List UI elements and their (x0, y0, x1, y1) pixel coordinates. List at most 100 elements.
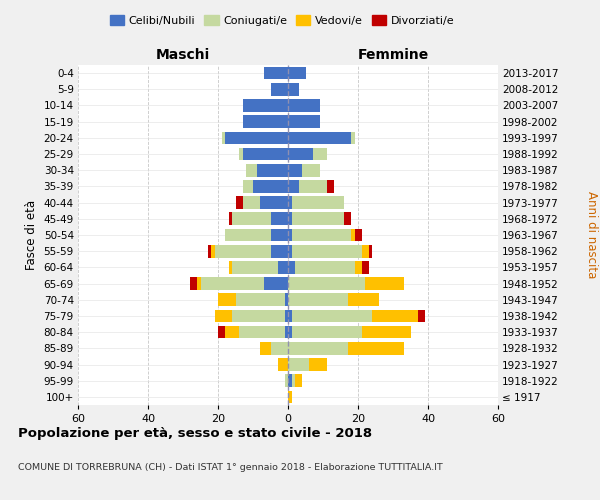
Bar (277, 358, 288, 371)
Bar (242, 116, 288, 128)
Bar (242, 99, 288, 112)
Text: COMUNE DI TORREBRUNA (CH) - Dati ISTAT 1° gennaio 2018 - Elaborazione TUTTITALIA: COMUNE DI TORREBRUNA (CH) - Dati ISTAT 1… (18, 462, 443, 471)
Bar (288, 99, 320, 112)
Bar (288, 310, 292, 322)
Bar (284, 310, 288, 322)
Bar (225, 132, 288, 144)
Bar (218, 294, 235, 306)
Bar (295, 261, 355, 274)
Bar (313, 148, 326, 160)
Bar (215, 245, 271, 258)
Bar (225, 228, 271, 241)
Bar (271, 245, 288, 258)
Bar (368, 245, 372, 258)
Bar (235, 196, 242, 209)
Bar (288, 83, 299, 96)
Bar (365, 278, 404, 290)
Bar (344, 212, 351, 225)
Bar (288, 116, 320, 128)
Bar (284, 326, 288, 338)
Bar (263, 67, 288, 80)
Text: Popolazione per età, sesso e stato civile - 2018: Popolazione per età, sesso e stato civil… (18, 428, 372, 440)
Bar (229, 212, 232, 225)
Bar (288, 278, 365, 290)
Bar (292, 310, 372, 322)
Bar (232, 261, 277, 274)
Bar (235, 294, 284, 306)
Bar (271, 228, 288, 241)
Bar (292, 326, 361, 338)
Bar (299, 180, 326, 192)
Bar (288, 212, 292, 225)
Text: Maschi: Maschi (156, 48, 210, 62)
Bar (208, 245, 211, 258)
Bar (271, 83, 288, 96)
Legend: Celibi/Nubili, Coniugati/e, Vedovi/e, Divorziati/e: Celibi/Nubili, Coniugati/e, Vedovi/e, Di… (106, 10, 458, 30)
Bar (351, 132, 355, 144)
Bar (288, 374, 292, 387)
Bar (288, 342, 347, 354)
Bar (242, 148, 288, 160)
Bar (288, 164, 302, 176)
Bar (292, 374, 295, 387)
Text: Anni di nascita: Anni di nascita (584, 192, 598, 278)
Bar (418, 310, 425, 322)
Bar (288, 390, 292, 403)
Bar (288, 358, 309, 371)
Bar (239, 148, 242, 160)
Bar (257, 164, 288, 176)
Bar (288, 67, 305, 80)
Bar (232, 310, 284, 322)
Bar (292, 212, 344, 225)
Bar (215, 310, 232, 322)
Bar (295, 374, 302, 387)
Bar (288, 180, 299, 192)
Bar (284, 294, 288, 306)
Bar (372, 310, 418, 322)
Bar (288, 148, 313, 160)
Bar (292, 228, 351, 241)
Bar (361, 261, 368, 274)
Bar (288, 294, 347, 306)
Bar (197, 278, 200, 290)
Bar (288, 326, 292, 338)
Bar (218, 326, 225, 338)
Bar (309, 358, 326, 371)
Bar (239, 326, 284, 338)
Bar (351, 228, 355, 241)
Bar (242, 196, 260, 209)
Bar (347, 294, 379, 306)
Bar (260, 342, 271, 354)
Bar (253, 180, 288, 192)
Bar (284, 374, 288, 387)
Bar (347, 342, 404, 354)
Bar (326, 180, 334, 192)
Bar (288, 261, 295, 274)
Bar (271, 342, 288, 354)
Bar (263, 278, 288, 290)
Bar (292, 245, 361, 258)
Bar (246, 164, 257, 176)
Bar (211, 245, 215, 258)
Bar (190, 278, 197, 290)
Bar (288, 132, 351, 144)
Bar (221, 132, 225, 144)
Bar (361, 326, 410, 338)
Bar (271, 212, 288, 225)
Bar (232, 212, 271, 225)
Bar (355, 261, 361, 274)
Bar (260, 196, 288, 209)
Bar (288, 245, 292, 258)
Bar (225, 326, 239, 338)
Text: Femmine: Femmine (358, 48, 428, 62)
Bar (288, 196, 292, 209)
Bar (242, 180, 253, 192)
Bar (229, 261, 232, 274)
Bar (292, 196, 344, 209)
Bar (361, 245, 368, 258)
Bar (277, 261, 288, 274)
Bar (200, 278, 263, 290)
Bar (355, 228, 361, 241)
Bar (302, 164, 320, 176)
Y-axis label: Fasce di età: Fasce di età (25, 200, 38, 270)
